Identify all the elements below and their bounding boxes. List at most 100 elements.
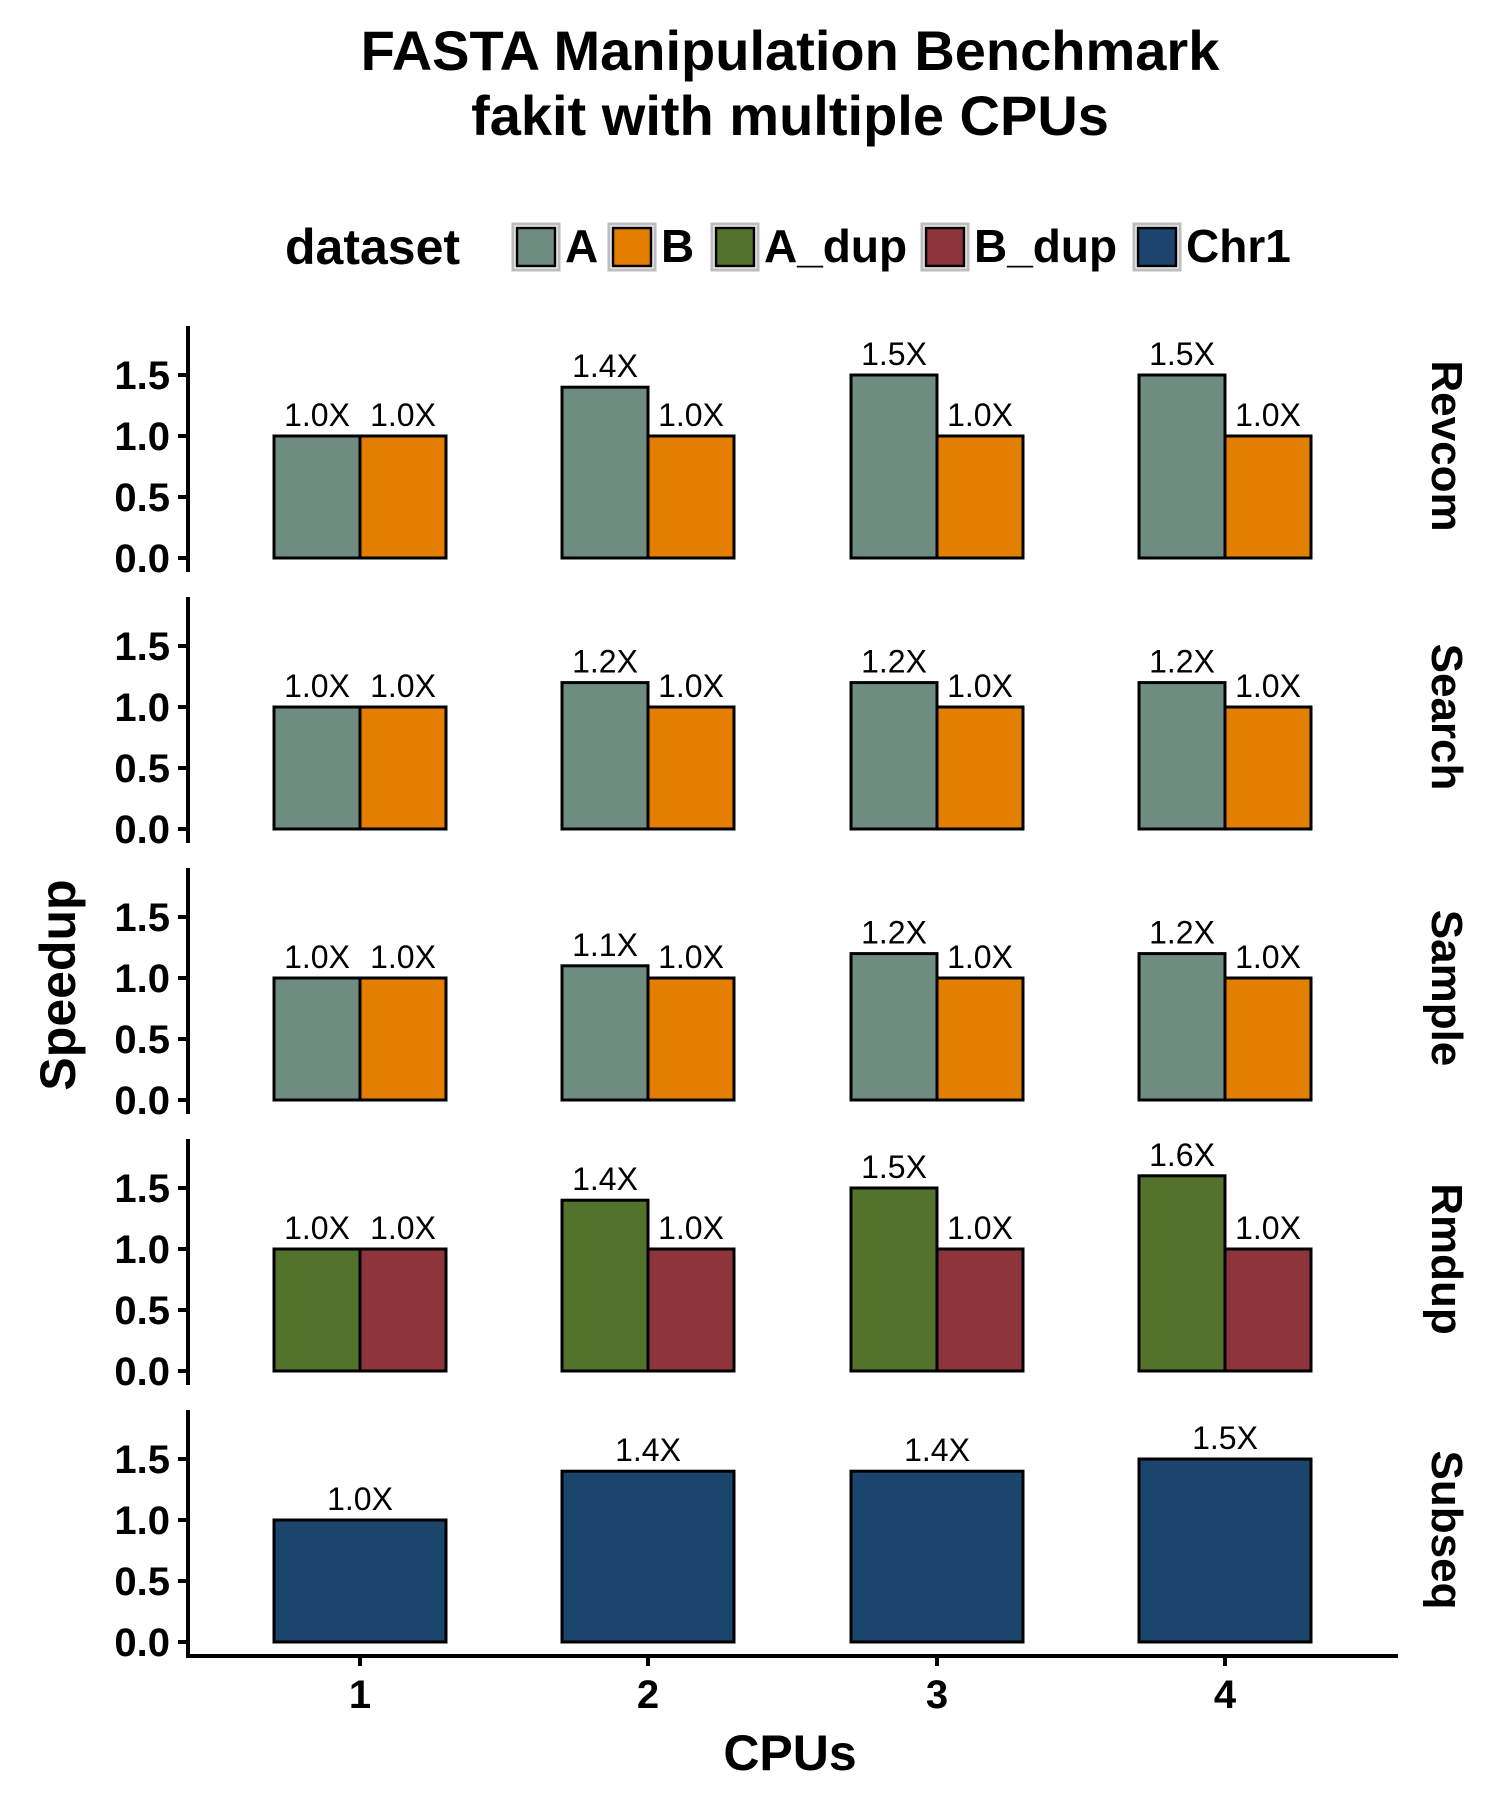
bar-b-cpu1 [358,434,448,560]
bar-value-label: 1.4X [572,1161,638,1197]
bar-value-label: 1.2X [572,644,638,680]
bar-value-label: 1.0X [1235,939,1301,975]
bar-value-label: 1.0X [1235,397,1301,433]
bar-b-cpu2 [646,705,736,831]
bar-b-cpu4 [1223,705,1313,831]
bar-a_dup-cpu3 [849,1186,939,1373]
bar-a-cpu1 [272,705,362,831]
bar-value-label: 1.4X [572,348,638,384]
bar-a-cpu4 [1137,681,1227,831]
bar-a-cpu3 [849,373,939,560]
legend-title: dataset [285,219,460,275]
bar-b-cpu3 [935,976,1025,1102]
bar-b-cpu4 [1223,434,1313,560]
panel-subseq: 0.0 0.5 1.0 1.5 Subseq 1.0X 1.4X 1.4X 1.5X [114,1410,1471,1665]
chart-subtitle: fakit with multiple CPUs [471,84,1109,147]
bar-value-label: 1.5X [1149,336,1215,372]
bar-b-cpu3 [935,705,1025,831]
bar-b-cpu2 [646,976,736,1102]
bar-value-label: 1.0X [947,668,1013,704]
y-tick-label: 0.0 [114,1350,170,1394]
bar-b_dup-cpu1 [358,1247,448,1373]
bar-a_dup-cpu1 [272,1247,362,1373]
y-tick-label: 0.5 [114,747,170,791]
y-tick-label: 0.0 [114,808,170,852]
bar-value-label: 1.0X [1235,668,1301,704]
y-tick-label: 1.5 [114,1167,170,1211]
bar-value-label: 1.0X [947,397,1013,433]
x-tick-label: 2 [637,1673,659,1717]
bar-a-cpu3 [849,681,939,831]
facet-label: Sample [1422,910,1471,1067]
bar-value-label: 1.0X [284,397,350,433]
bar-a-cpu2 [560,385,650,560]
y-tick-label: 0.5 [114,1289,170,1333]
y-tick-label: 0.5 [114,1018,170,1062]
bar-value-label: 1.0X [370,397,436,433]
bar-a-cpu2 [560,964,650,1102]
bar-value-label: 1.0X [658,1210,724,1246]
bar-value-label: 1.0X [947,1210,1013,1246]
bar-b-cpu4 [1223,976,1313,1102]
legend-label: A [565,220,598,272]
bar-value-label: 1.5X [861,336,927,372]
bar-value-label: 1.5X [1192,1420,1258,1456]
bar-value-label: 1.0X [370,939,436,975]
legend-swatch [515,226,557,268]
bar-a-cpu1 [272,976,362,1102]
legend-label: Chr1 [1186,220,1291,272]
y-tick-label: 0.5 [114,1560,170,1604]
bar-value-label: 1.0X [327,1481,393,1517]
y-axis-title: Speedup [30,879,86,1090]
legend-swatch [1136,226,1178,268]
bar-value-label: 1.0X [284,939,350,975]
panel-rmdup: 0.0 0.5 1.0 1.5 Rmdup 1.0X 1.4X 1.5X 1.6X 1.0X 1.0… [114,1137,1471,1394]
y-tick-label: 1.5 [114,354,170,398]
bar-a-cpu3 [849,952,939,1102]
bar-chr1-cpu4 [1137,1457,1313,1644]
bar-value-label: 1.0X [658,939,724,975]
bar-chr1-cpu3 [849,1469,1025,1644]
bar-value-label: 1.1X [572,927,638,963]
bar-value-label: 1.0X [658,668,724,704]
x-tick-label: 4 [1214,1673,1237,1717]
legend: dataset A B A_dup B_dup Chr1 [285,219,1291,275]
bar-b_dup-cpu4 [1223,1247,1313,1373]
bar-value-label: 1.0X [658,397,724,433]
x-tick-label: 1 [349,1673,371,1717]
bar-a_dup-cpu4 [1137,1174,1227,1373]
y-tick-label: 1.0 [114,1228,170,1272]
bar-value-label: 1.0X [370,668,436,704]
legend-swatch [611,226,653,268]
chart-title: FASTA Manipulation Benchmark [361,19,1221,82]
bar-value-label: 1.0X [284,1210,350,1246]
panel-search: 0.0 0.5 1.0 1.5 Search 1.0X 1.2X 1.2X 1.2X 1.0X 1.… [114,597,1471,852]
y-tick-label: 1.0 [114,957,170,1001]
bar-value-label: 1.5X [861,1149,927,1185]
x-axis-title: CPUs [723,1725,856,1781]
bar-a-cpu1 [272,434,362,560]
y-tick-label: 1.5 [114,1438,170,1482]
legend-label: B_dup [974,220,1117,272]
y-tick-label: 0.0 [114,1621,170,1665]
bar-b_dup-cpu2 [646,1247,736,1373]
legend-swatch [714,226,756,268]
y-tick-label: 1.0 [114,415,170,459]
bar-b-cpu3 [935,434,1025,560]
bar-value-label: 1.0X [370,1210,436,1246]
y-tick-label: 0.0 [114,537,170,581]
y-tick-label: 1.0 [114,1499,170,1543]
bar-value-label: 1.0X [1235,1210,1301,1246]
bar-value-label: 1.2X [861,644,927,680]
bar-value-label: 1.4X [904,1432,970,1468]
x-tick-label: 3 [926,1673,948,1717]
y-tick-label: 0.0 [114,1079,170,1123]
bar-chr1-cpu1 [272,1518,448,1644]
bar-value-label: 1.2X [1149,915,1215,951]
legend-swatch [924,226,966,268]
y-tick-label: 1.5 [114,625,170,669]
legend-label: B [661,220,694,272]
panel-revcom: 0.0 0.5 1.0 1.5 Revcom 1.0X 1.4X 1.5X 1.5X 1.0X 1.… [114,326,1471,581]
facet-label: Revcom [1422,360,1471,531]
